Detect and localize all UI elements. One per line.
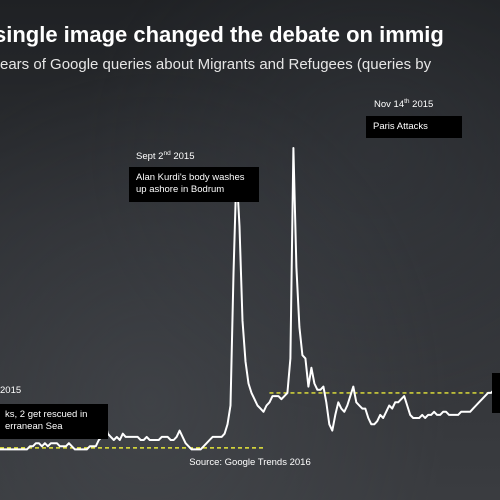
- sept-date-main: Sept 2: [136, 151, 164, 163]
- nov-note-box: Paris Attacks: [366, 116, 462, 138]
- page-subtitle: ears of Google queries about Migrants an…: [0, 56, 432, 73]
- left-note-line2: erranean Sea: [5, 421, 63, 432]
- queries-series-line: [0, 147, 500, 451]
- left-note-line1: ks, 2 get rescued in: [5, 409, 88, 420]
- right-note-fragment: [492, 373, 500, 413]
- sept-note-box: Alan Kurdi's body washes up ashore in Bo…: [129, 167, 259, 202]
- sept-note-line2: up ashore in Bodrum: [136, 184, 225, 195]
- nov-date-label: Nov 14th 2015: [374, 98, 433, 110]
- left-note-box: ks, 2 get rescued in erranean Sea: [0, 404, 108, 439]
- source-note: Source: Google Trends 2016: [189, 457, 311, 468]
- nov-date-main: Nov 14: [374, 99, 405, 111]
- sept-date-label: Sept 2nd 2015: [136, 150, 194, 162]
- sept-note-line1: Alan Kurdi's body washes: [136, 172, 245, 183]
- left-date-text: 2015: [0, 385, 22, 396]
- sept-date-year: 2015: [170, 151, 195, 163]
- nov-note-text: Paris Attacks: [373, 121, 428, 132]
- sept-date-sup: nd: [163, 150, 171, 157]
- page-title: single image changed the debate on immig: [0, 22, 444, 47]
- left-date-label: 2015: [0, 385, 21, 396]
- nov-date-year: 2015: [409, 99, 434, 111]
- nov-date-sup: th: [404, 98, 410, 105]
